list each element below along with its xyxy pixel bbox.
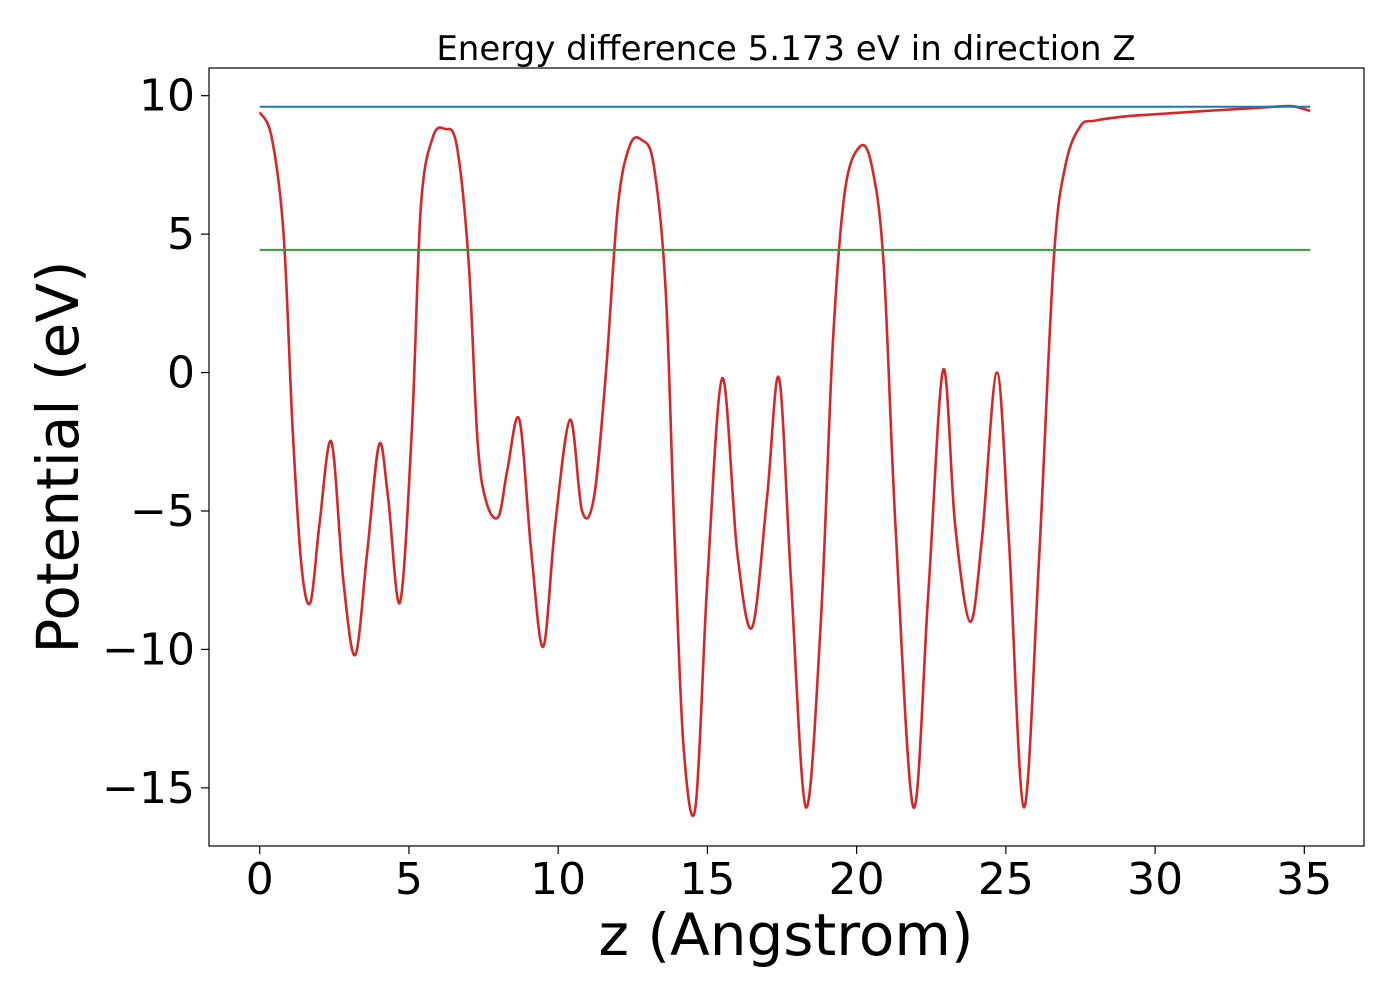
y-axis-label: Potential (eV) [24,260,92,653]
y-tick-label: 10 [139,71,195,122]
y-tick-label: 0 [167,348,195,399]
x-tick-label: 5 [395,854,423,905]
x-tick-label: 0 [246,854,274,905]
x-tick-label: 10 [530,854,586,905]
x-tick-label: 25 [978,854,1034,905]
y-tick-label: −5 [130,486,195,537]
y-tick-label: 5 [167,209,195,260]
x-tick-label: 30 [1127,854,1183,905]
series-layer [258,104,1311,817]
plot-frame [208,67,1365,847]
x-tick-label: 15 [679,854,735,905]
y-tick-label: −10 [102,624,195,675]
x-axis-label: z (Angstrom) [599,901,974,969]
x-axis: 0 5 10 15 20 25 30 35 [246,846,1332,905]
x-tick-label: 35 [1276,854,1332,905]
series-line-2 [258,104,1311,817]
plot-area [208,67,1365,847]
y-axis: −15 −10 −5 0 5 10 [102,71,209,814]
x-tick-label: 20 [829,854,885,905]
y-tick-label: −15 [102,763,195,814]
chart-title: Energy difference 5.173 eV in direction … [436,29,1135,69]
